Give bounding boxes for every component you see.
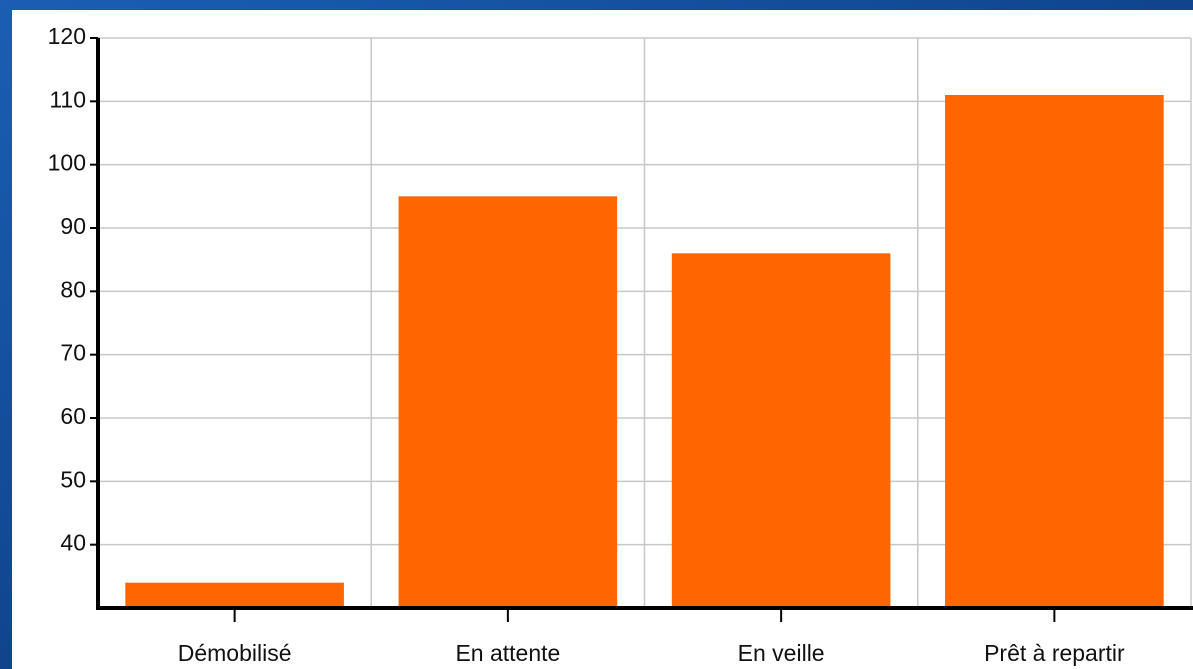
y-tick-label: 80 (60, 276, 86, 302)
bar (398, 196, 618, 609)
x-tick-label: En veille (738, 640, 825, 666)
bar (945, 95, 1164, 608)
y-tick-label: 60 (60, 403, 86, 429)
bar (125, 582, 344, 608)
y-tick-label: 110 (49, 86, 86, 112)
y-tick-label: 40 (60, 530, 86, 556)
bar (671, 253, 891, 609)
y-tick-label: 100 (48, 150, 86, 176)
y-tick-label: 50 (60, 466, 86, 492)
x-tick-label: En attente (455, 640, 560, 666)
y-tick-label: 70 (60, 340, 86, 366)
y-tick-label: 90 (60, 213, 86, 239)
x-tick-label: Démobilisé (178, 640, 292, 666)
x-tick-label: Prêt à repartir (984, 640, 1125, 666)
y-tick-label: 120 (48, 23, 86, 49)
